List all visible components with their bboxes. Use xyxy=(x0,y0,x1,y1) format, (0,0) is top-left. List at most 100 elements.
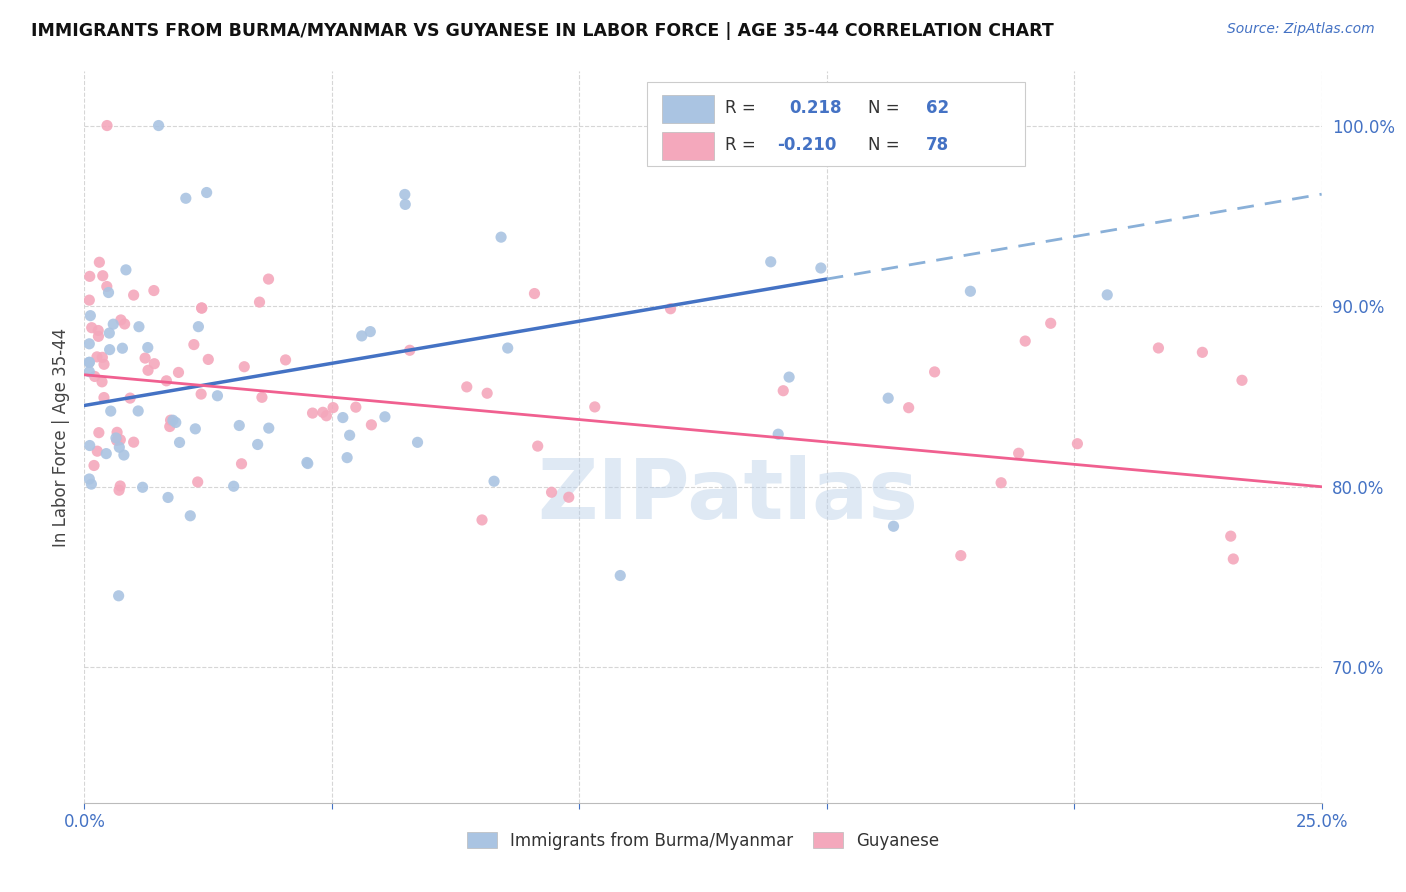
Point xyxy=(197,352,219,367)
Point xyxy=(162,413,184,427)
Point xyxy=(883,519,905,533)
Point xyxy=(108,440,131,454)
Point xyxy=(360,417,382,432)
Point xyxy=(274,352,297,367)
Text: N =: N = xyxy=(868,136,900,153)
FancyBboxPatch shape xyxy=(647,82,1025,167)
Point xyxy=(105,425,128,440)
Point xyxy=(540,485,562,500)
Point xyxy=(609,568,631,582)
Text: 62: 62 xyxy=(925,99,949,117)
Point xyxy=(766,427,789,442)
Point xyxy=(87,329,110,343)
Text: IMMIGRANTS FROM BURMA/MYANMAR VS GUYANESE IN LABOR FORCE | AGE 35-44 CORRELATION: IMMIGRANTS FROM BURMA/MYANMAR VS GUYANES… xyxy=(31,22,1053,40)
Point xyxy=(398,343,420,358)
Point xyxy=(122,288,145,302)
Point xyxy=(107,589,129,603)
Text: R =: R = xyxy=(725,99,756,117)
Point xyxy=(91,268,114,283)
Point xyxy=(136,341,159,355)
FancyBboxPatch shape xyxy=(662,95,714,123)
Legend: Immigrants from Burma/Myanmar, Guyanese: Immigrants from Burma/Myanmar, Guyanese xyxy=(460,825,946,856)
Point xyxy=(79,336,101,351)
Point xyxy=(1219,529,1241,543)
Point xyxy=(322,401,344,415)
Point xyxy=(394,197,416,211)
Point xyxy=(471,513,494,527)
Point xyxy=(924,365,946,379)
Point xyxy=(1039,316,1062,330)
Point xyxy=(104,431,127,445)
Point xyxy=(195,186,218,200)
Point xyxy=(394,187,416,202)
Point xyxy=(249,295,271,310)
Point xyxy=(184,422,207,436)
Point xyxy=(228,418,250,433)
Point xyxy=(122,435,145,450)
Point xyxy=(350,329,373,343)
Point xyxy=(79,355,101,369)
Point xyxy=(295,455,318,469)
Point xyxy=(456,380,478,394)
Point xyxy=(127,404,149,418)
Point xyxy=(105,434,128,448)
Point xyxy=(148,119,170,133)
Point xyxy=(246,437,269,451)
Point xyxy=(91,351,114,365)
Point xyxy=(250,390,273,404)
Point xyxy=(207,389,229,403)
Point xyxy=(79,472,101,486)
Point xyxy=(111,341,134,355)
Point xyxy=(112,448,135,462)
Point xyxy=(79,438,101,452)
Point xyxy=(83,458,105,473)
Point xyxy=(136,363,159,377)
Point xyxy=(97,285,120,300)
Point xyxy=(778,370,800,384)
Point xyxy=(877,391,900,405)
Point xyxy=(86,350,108,364)
Point xyxy=(496,341,519,355)
Point xyxy=(1222,552,1244,566)
Point xyxy=(159,419,181,434)
Point xyxy=(233,359,256,374)
Point xyxy=(87,324,110,338)
Point xyxy=(297,457,319,471)
Point xyxy=(79,309,101,323)
Point xyxy=(374,409,396,424)
Point xyxy=(115,263,138,277)
Point xyxy=(91,375,114,389)
FancyBboxPatch shape xyxy=(662,132,714,160)
Text: R =: R = xyxy=(725,136,756,153)
Point xyxy=(659,301,682,316)
Point xyxy=(257,272,280,286)
Point xyxy=(257,421,280,435)
Point xyxy=(167,366,190,380)
Point xyxy=(406,435,429,450)
Point xyxy=(103,317,125,331)
Point xyxy=(489,230,512,244)
Point xyxy=(114,317,136,331)
Point xyxy=(772,384,794,398)
Point xyxy=(810,260,832,275)
Point xyxy=(1014,334,1036,348)
Point xyxy=(80,320,103,334)
Point xyxy=(190,301,212,315)
Point xyxy=(1230,373,1253,387)
Point xyxy=(1066,436,1088,450)
Point xyxy=(187,475,209,489)
Point xyxy=(174,191,197,205)
Point xyxy=(1097,288,1119,302)
Point xyxy=(187,319,209,334)
Point xyxy=(93,357,115,371)
Point xyxy=(96,119,118,133)
Point xyxy=(80,477,103,491)
Point xyxy=(96,447,118,461)
Point xyxy=(98,343,121,357)
Point xyxy=(231,457,253,471)
Point xyxy=(190,301,212,315)
Point xyxy=(526,439,548,453)
Point xyxy=(87,425,110,440)
Point xyxy=(315,409,337,423)
Y-axis label: In Labor Force | Age 35-44: In Labor Force | Age 35-44 xyxy=(52,327,70,547)
